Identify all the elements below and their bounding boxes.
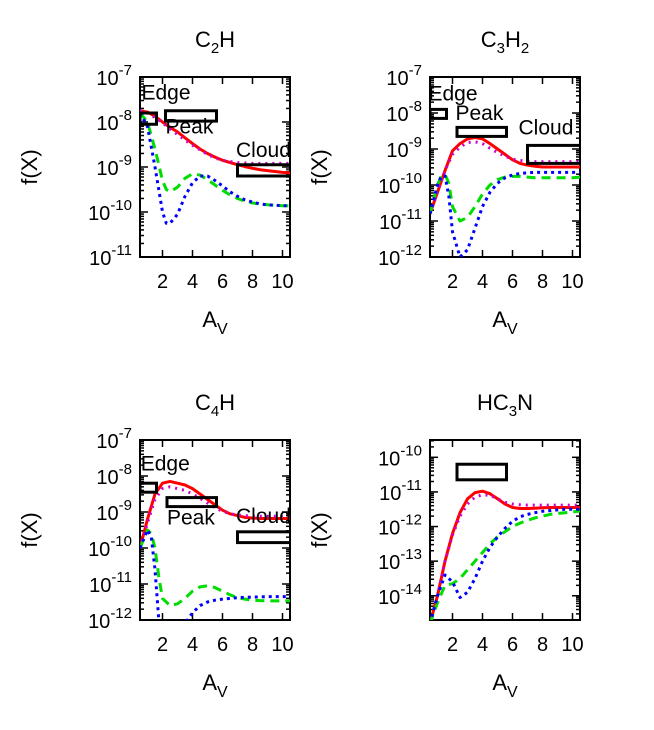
x-tick-label: 6 <box>507 634 518 656</box>
y-tick-label: 10-13 <box>378 546 422 574</box>
series-group <box>430 136 580 257</box>
y-axis-label: f(X) <box>17 149 42 184</box>
region-label: Edge <box>141 453 190 476</box>
region-label: Cloud <box>236 505 291 528</box>
y-tick-label: 10-9 <box>386 134 422 162</box>
region-box <box>430 107 448 120</box>
x-tick-label: 8 <box>247 634 258 656</box>
region-box <box>140 111 158 126</box>
series-line-2 <box>140 109 290 165</box>
series-line-3 <box>430 172 580 223</box>
region-label: Edge <box>142 82 191 105</box>
x-tick-label: 2 <box>447 634 458 656</box>
y-tick-label: 10-7 <box>96 62 132 90</box>
y-tick-label: 10-7 <box>96 425 132 453</box>
region-box <box>526 143 580 165</box>
y-axis-label: f(X) <box>17 512 42 547</box>
series-line-1 <box>430 136 580 215</box>
x-tick-label: 2 <box>447 271 458 293</box>
x-tick-label: 8 <box>537 271 548 293</box>
y-axis-label: f(X) <box>307 149 332 184</box>
x-tick-label: 10 <box>271 634 293 656</box>
y-tick-label: 10-10 <box>378 170 422 198</box>
chart-title: HC3N <box>477 390 533 420</box>
y-tick-label: 10-11 <box>379 206 422 234</box>
y-tick-label: 10-9 <box>96 497 132 525</box>
x-axis-label: AV <box>202 307 228 338</box>
y-tick-label: 10-12 <box>378 242 422 270</box>
y-tick-label: 10-11 <box>379 477 422 505</box>
panel-4: HC3N 2 4 6 8 10 10-10 10-11 10-12 10-13 10-14 AV f(X… <box>307 390 584 701</box>
x-tick-label: 4 <box>477 271 488 293</box>
x-tick-label: 6 <box>507 271 518 293</box>
x-tick-label: 4 <box>477 634 488 656</box>
series-line-3 <box>140 528 290 608</box>
y-tick-label: 10-11 <box>89 569 132 597</box>
series-group <box>140 109 290 225</box>
y-tick-label: 10-12 <box>88 605 132 633</box>
x-axis-label: AV <box>492 307 518 338</box>
series-line-4 <box>430 170 580 257</box>
region-label: Peak <box>167 507 215 530</box>
y-tick-label: 10-10 <box>88 197 132 225</box>
region-box <box>140 481 158 494</box>
x-tick-label: 8 <box>537 634 548 656</box>
region-box <box>236 530 290 545</box>
y-tick-label: 10-8 <box>96 107 132 135</box>
chart-title: C3H2 <box>481 27 529 57</box>
region-box <box>455 125 508 138</box>
x-axis-label: AV <box>492 670 518 701</box>
y-tick-label: 10-7 <box>386 62 422 90</box>
y-tick-label: 10-8 <box>386 98 422 126</box>
region-box <box>165 496 218 509</box>
chart-title: C4H <box>195 390 235 420</box>
panel-1: C2H 2 4 6 8 10 10-7 10-8 10-9 10-10 10-11 AV f(X) Edg… <box>17 27 294 338</box>
y-tick-label: 10-14 <box>378 581 422 609</box>
series-line-3 <box>140 112 290 208</box>
chart-title: C2H <box>195 27 235 57</box>
y-tick-label: 10-8 <box>96 461 132 489</box>
region-label: Peak <box>456 102 504 125</box>
region-label: Peak <box>166 115 214 138</box>
region-label: Cloud <box>236 139 291 162</box>
x-tick-label: 2 <box>157 271 168 293</box>
y-axis-label: f(X) <box>307 512 332 547</box>
region-label: Cloud <box>519 117 574 140</box>
region-label: Edge <box>429 82 478 105</box>
series-line-2 <box>430 493 580 620</box>
x-tick-label: 6 <box>217 271 228 293</box>
series-line-1 <box>430 489 580 620</box>
y-tick-label: 10-10 <box>88 533 132 561</box>
panel-3: C4H 2 4 6 8 10 10-7 10-8 10-9 10-10 10-11 10-12 AV f(… <box>17 390 294 701</box>
region-box <box>164 109 218 123</box>
x-tick-label: 6 <box>217 634 228 656</box>
x-tick-label: 10 <box>271 271 293 293</box>
x-tick-label: 4 <box>187 634 198 656</box>
x-tick-label: 10 <box>561 634 583 656</box>
series-line-4 <box>140 528 290 620</box>
x-tick-label: 10 <box>561 271 583 293</box>
y-tick-label: 10-12 <box>378 512 422 540</box>
y-tick-label: 10-11 <box>89 242 132 270</box>
plot-frame <box>139 439 291 621</box>
region-box <box>236 163 290 178</box>
y-tick-label: 10-9 <box>96 152 132 180</box>
x-axis-label: AV <box>202 670 228 701</box>
x-tick-label: 4 <box>187 271 198 293</box>
series-line-4 <box>140 112 290 225</box>
panel-2: C3H2 2 4 6 8 10 10-7 10-8 10-9 10-10 10-11 10-12 AV f… <box>307 27 584 338</box>
y-tick-label: 10-10 <box>378 442 422 470</box>
region-box <box>455 462 508 482</box>
series-line-4 <box>430 507 580 620</box>
series-line-3 <box>430 509 580 620</box>
x-tick-label: 8 <box>247 271 258 293</box>
series-group <box>430 489 580 620</box>
x-tick-label: 2 <box>157 634 168 656</box>
